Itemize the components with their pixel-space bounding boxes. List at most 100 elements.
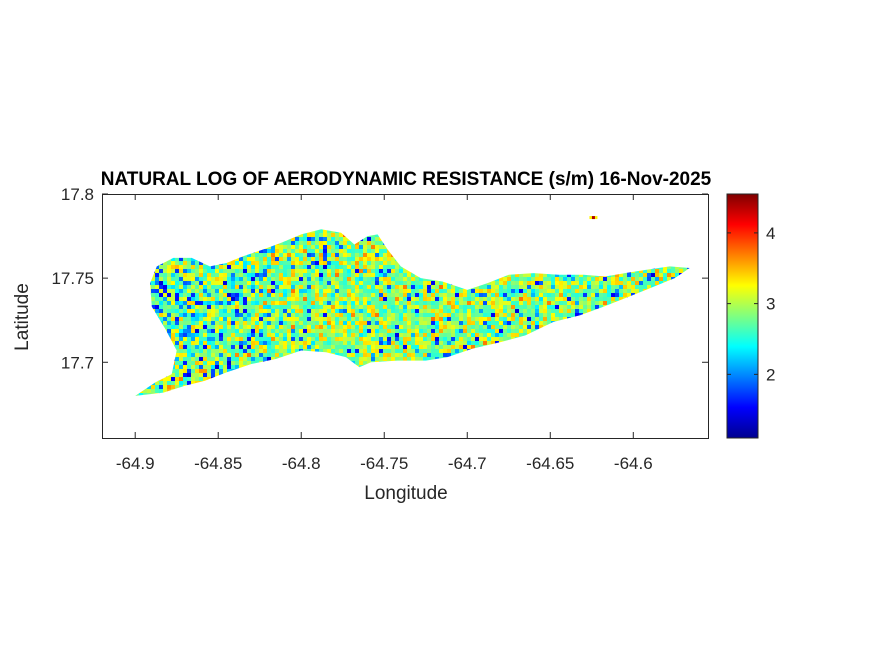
raster-cell bbox=[515, 333, 519, 337]
raster-cell bbox=[207, 357, 211, 361]
raster-cell bbox=[251, 297, 255, 301]
raster-cell bbox=[479, 289, 483, 293]
raster-cell bbox=[519, 281, 523, 285]
raster-cell bbox=[351, 297, 355, 301]
raster-cell bbox=[459, 309, 463, 313]
raster-cell bbox=[455, 325, 459, 329]
raster-cell bbox=[527, 317, 531, 321]
raster-cell bbox=[579, 285, 583, 289]
raster-cell bbox=[395, 277, 399, 281]
raster-cell bbox=[203, 329, 207, 333]
raster-cell bbox=[451, 325, 455, 329]
raster-cell bbox=[379, 269, 383, 273]
raster-cell bbox=[495, 305, 499, 309]
raster-cell bbox=[211, 333, 215, 337]
raster-cell bbox=[279, 329, 283, 333]
raster-cell bbox=[223, 277, 227, 281]
raster-cell bbox=[231, 277, 235, 281]
raster-cell bbox=[303, 257, 307, 261]
raster-cell bbox=[519, 317, 523, 321]
raster-cell bbox=[611, 293, 615, 297]
raster-cell bbox=[211, 293, 215, 297]
raster-cell bbox=[263, 261, 267, 265]
raster-cell bbox=[395, 281, 399, 285]
raster-cell bbox=[303, 253, 307, 257]
raster-cell bbox=[383, 321, 387, 325]
raster-cell bbox=[263, 337, 267, 341]
raster-cell bbox=[311, 261, 315, 265]
raster-cell bbox=[235, 281, 239, 285]
raster-cell bbox=[483, 297, 487, 301]
raster-cell bbox=[395, 313, 399, 317]
raster-cell bbox=[179, 345, 183, 349]
raster-cell bbox=[379, 273, 383, 277]
raster-cell bbox=[163, 273, 167, 277]
raster-cell bbox=[243, 353, 247, 357]
raster-cell bbox=[295, 317, 299, 321]
raster-cell bbox=[347, 253, 351, 257]
raster-cell bbox=[643, 281, 647, 285]
raster-cell bbox=[483, 333, 487, 337]
raster-cell bbox=[291, 337, 295, 341]
raster-cell bbox=[327, 269, 331, 273]
raster-cell bbox=[579, 289, 583, 293]
raster-cell bbox=[487, 293, 491, 297]
raster-cell bbox=[215, 301, 219, 305]
raster-cell bbox=[459, 349, 463, 353]
raster-cell bbox=[211, 309, 215, 313]
raster-cell bbox=[571, 305, 575, 309]
raster-cell bbox=[515, 321, 519, 325]
raster-cell bbox=[255, 261, 259, 265]
raster-cell bbox=[359, 289, 363, 293]
raster-cell bbox=[483, 341, 487, 345]
raster-cell bbox=[279, 317, 283, 321]
raster-cell bbox=[211, 345, 215, 349]
raster-cell bbox=[175, 285, 179, 289]
raster-cell bbox=[263, 297, 267, 301]
raster-cell bbox=[243, 341, 247, 345]
raster-cell bbox=[435, 285, 439, 289]
raster-cell bbox=[319, 253, 323, 257]
raster-cell bbox=[359, 257, 363, 261]
raster-cell bbox=[199, 305, 203, 309]
raster-cell bbox=[579, 273, 583, 277]
raster-cell bbox=[391, 297, 395, 301]
raster-cell bbox=[279, 281, 283, 285]
raster-cell bbox=[439, 305, 443, 309]
raster-cell bbox=[487, 301, 491, 305]
raster-cell bbox=[403, 309, 407, 313]
raster-cell bbox=[267, 281, 271, 285]
raster-cell bbox=[635, 285, 639, 289]
raster-cell bbox=[219, 321, 223, 325]
raster-cell bbox=[223, 289, 227, 293]
raster-cell bbox=[351, 305, 355, 309]
raster-cell bbox=[671, 269, 675, 273]
raster-cell bbox=[295, 333, 299, 337]
raster-cell bbox=[367, 285, 371, 289]
raster-cell bbox=[387, 345, 391, 349]
raster-cell bbox=[415, 349, 419, 353]
raster-cell bbox=[171, 293, 175, 297]
raster-cell bbox=[307, 297, 311, 301]
raster-cell bbox=[523, 301, 527, 305]
raster-cell bbox=[303, 273, 307, 277]
raster-cell bbox=[419, 333, 423, 337]
raster-cell bbox=[403, 345, 407, 349]
raster-cell bbox=[163, 277, 167, 281]
raster-cell bbox=[191, 313, 195, 317]
raster-cell bbox=[255, 357, 259, 361]
raster-cell bbox=[539, 309, 543, 313]
raster-cell bbox=[263, 305, 267, 309]
raster-cell bbox=[319, 337, 323, 341]
raster-cell bbox=[327, 345, 331, 349]
raster-cell bbox=[475, 297, 479, 301]
raster-cell bbox=[551, 309, 555, 313]
raster-cell bbox=[283, 301, 287, 305]
raster-cell bbox=[359, 329, 363, 333]
raster-cell bbox=[595, 277, 599, 281]
raster-cell bbox=[475, 329, 479, 333]
raster-cell bbox=[243, 305, 247, 309]
raster-cell bbox=[519, 329, 523, 333]
raster-cell bbox=[367, 341, 371, 345]
raster-cell bbox=[319, 245, 323, 249]
